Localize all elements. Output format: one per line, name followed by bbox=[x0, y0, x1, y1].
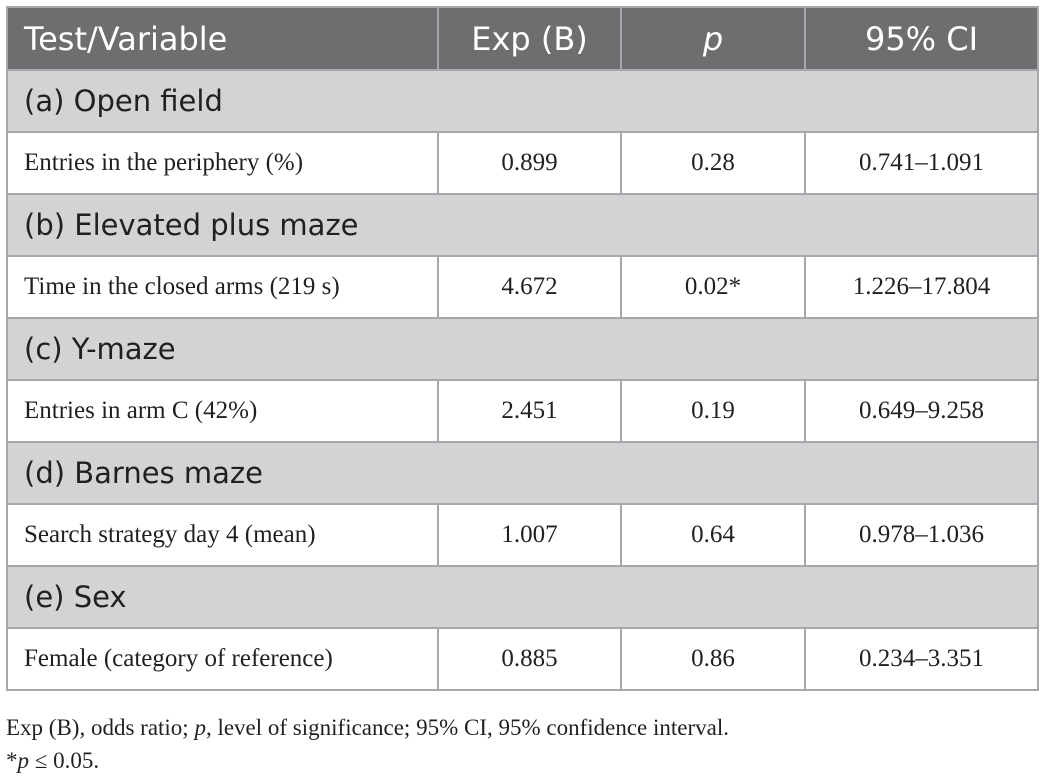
results-table: Test/Variable Exp (B) p 95% CI (a) Open … bbox=[6, 6, 1039, 691]
footnote-sig-text: ≤ 0.05. bbox=[29, 748, 100, 773]
cell-variable: Entries in arm C (42%) bbox=[6, 379, 439, 443]
cell-exp-b: 0.885 bbox=[437, 627, 622, 691]
cell-variable: Search strategy day 4 (mean) bbox=[6, 503, 439, 567]
results-table-container: Test/Variable Exp (B) p 95% CI (a) Open … bbox=[6, 6, 1039, 691]
cell-p: 0.19 bbox=[620, 379, 806, 443]
section-title: (c) Y-maze bbox=[6, 317, 1039, 381]
section-row-y-maze: (c) Y-maze bbox=[6, 317, 1039, 381]
cell-variable: Female (category of reference) bbox=[6, 627, 439, 691]
section-row-sex: (e) Sex bbox=[6, 565, 1039, 629]
table-row: Entries in the periphery (%) 0.899 0.28 … bbox=[6, 131, 1039, 195]
cell-ci: 0.234–3.351 bbox=[804, 627, 1039, 691]
footnote-abbr-text-1: Exp (B), odds ratio; bbox=[6, 715, 195, 740]
table-header-row: Test/Variable Exp (B) p 95% CI bbox=[6, 6, 1039, 71]
cell-exp-b: 1.007 bbox=[437, 503, 622, 567]
table-row: Time in the closed arms (219 s) 4.672 0.… bbox=[6, 255, 1039, 319]
footnote-sig-p: p bbox=[17, 748, 30, 773]
section-title: (d) Barnes maze bbox=[6, 441, 1039, 505]
header-test-variable: Test/Variable bbox=[6, 6, 439, 71]
cell-p: 0.86 bbox=[620, 627, 806, 691]
cell-ci: 1.226–17.804 bbox=[804, 255, 1039, 319]
section-title: (e) Sex bbox=[6, 565, 1039, 629]
table-row: Entries in arm C (42%) 2.451 0.19 0.649–… bbox=[6, 379, 1039, 443]
table-row: Search strategy day 4 (mean) 1.007 0.64 … bbox=[6, 503, 1039, 567]
table-row: Female (category of reference) 0.885 0.8… bbox=[6, 627, 1039, 691]
cell-exp-b: 0.899 bbox=[437, 131, 622, 195]
cell-exp-b: 2.451 bbox=[437, 379, 622, 443]
section-title: (b) Elevated plus maze bbox=[6, 193, 1039, 257]
section-row-barnes-maze: (d) Barnes maze bbox=[6, 441, 1039, 505]
header-p-label: p bbox=[702, 19, 724, 58]
cell-p: 0.64 bbox=[620, 503, 806, 567]
cell-variable: Entries in the periphery (%) bbox=[6, 131, 439, 195]
cell-ci: 0.978–1.036 bbox=[804, 503, 1039, 567]
cell-ci: 0.741–1.091 bbox=[804, 131, 1039, 195]
footnote-abbr-text-2: , level of significance; 95% CI, 95% con… bbox=[205, 715, 730, 740]
cell-p: 0.28 bbox=[620, 131, 806, 195]
section-row-elevated-plus-maze: (b) Elevated plus maze bbox=[6, 193, 1039, 257]
cell-variable: Time in the closed arms (219 s) bbox=[6, 255, 439, 319]
section-title: (a) Open field bbox=[6, 69, 1039, 133]
section-row-open-field: (a) Open field bbox=[6, 69, 1039, 133]
cell-ci: 0.649–9.258 bbox=[804, 379, 1039, 443]
header-exp-b: Exp (B) bbox=[437, 6, 622, 71]
header-ci: 95% CI bbox=[804, 6, 1039, 71]
footnote-significance: *p ≤ 0.05. bbox=[6, 744, 1037, 777]
footnote-star: * bbox=[6, 748, 18, 773]
footnote-abbr-p: p bbox=[194, 715, 206, 740]
cell-p: 0.02* bbox=[620, 255, 806, 319]
header-p: p bbox=[620, 6, 806, 71]
table-footnotes: Exp (B), odds ratio; p, level of signifi… bbox=[6, 711, 1037, 777]
footnote-abbreviations: Exp (B), odds ratio; p, level of signifi… bbox=[6, 711, 1037, 744]
cell-exp-b: 4.672 bbox=[437, 255, 622, 319]
